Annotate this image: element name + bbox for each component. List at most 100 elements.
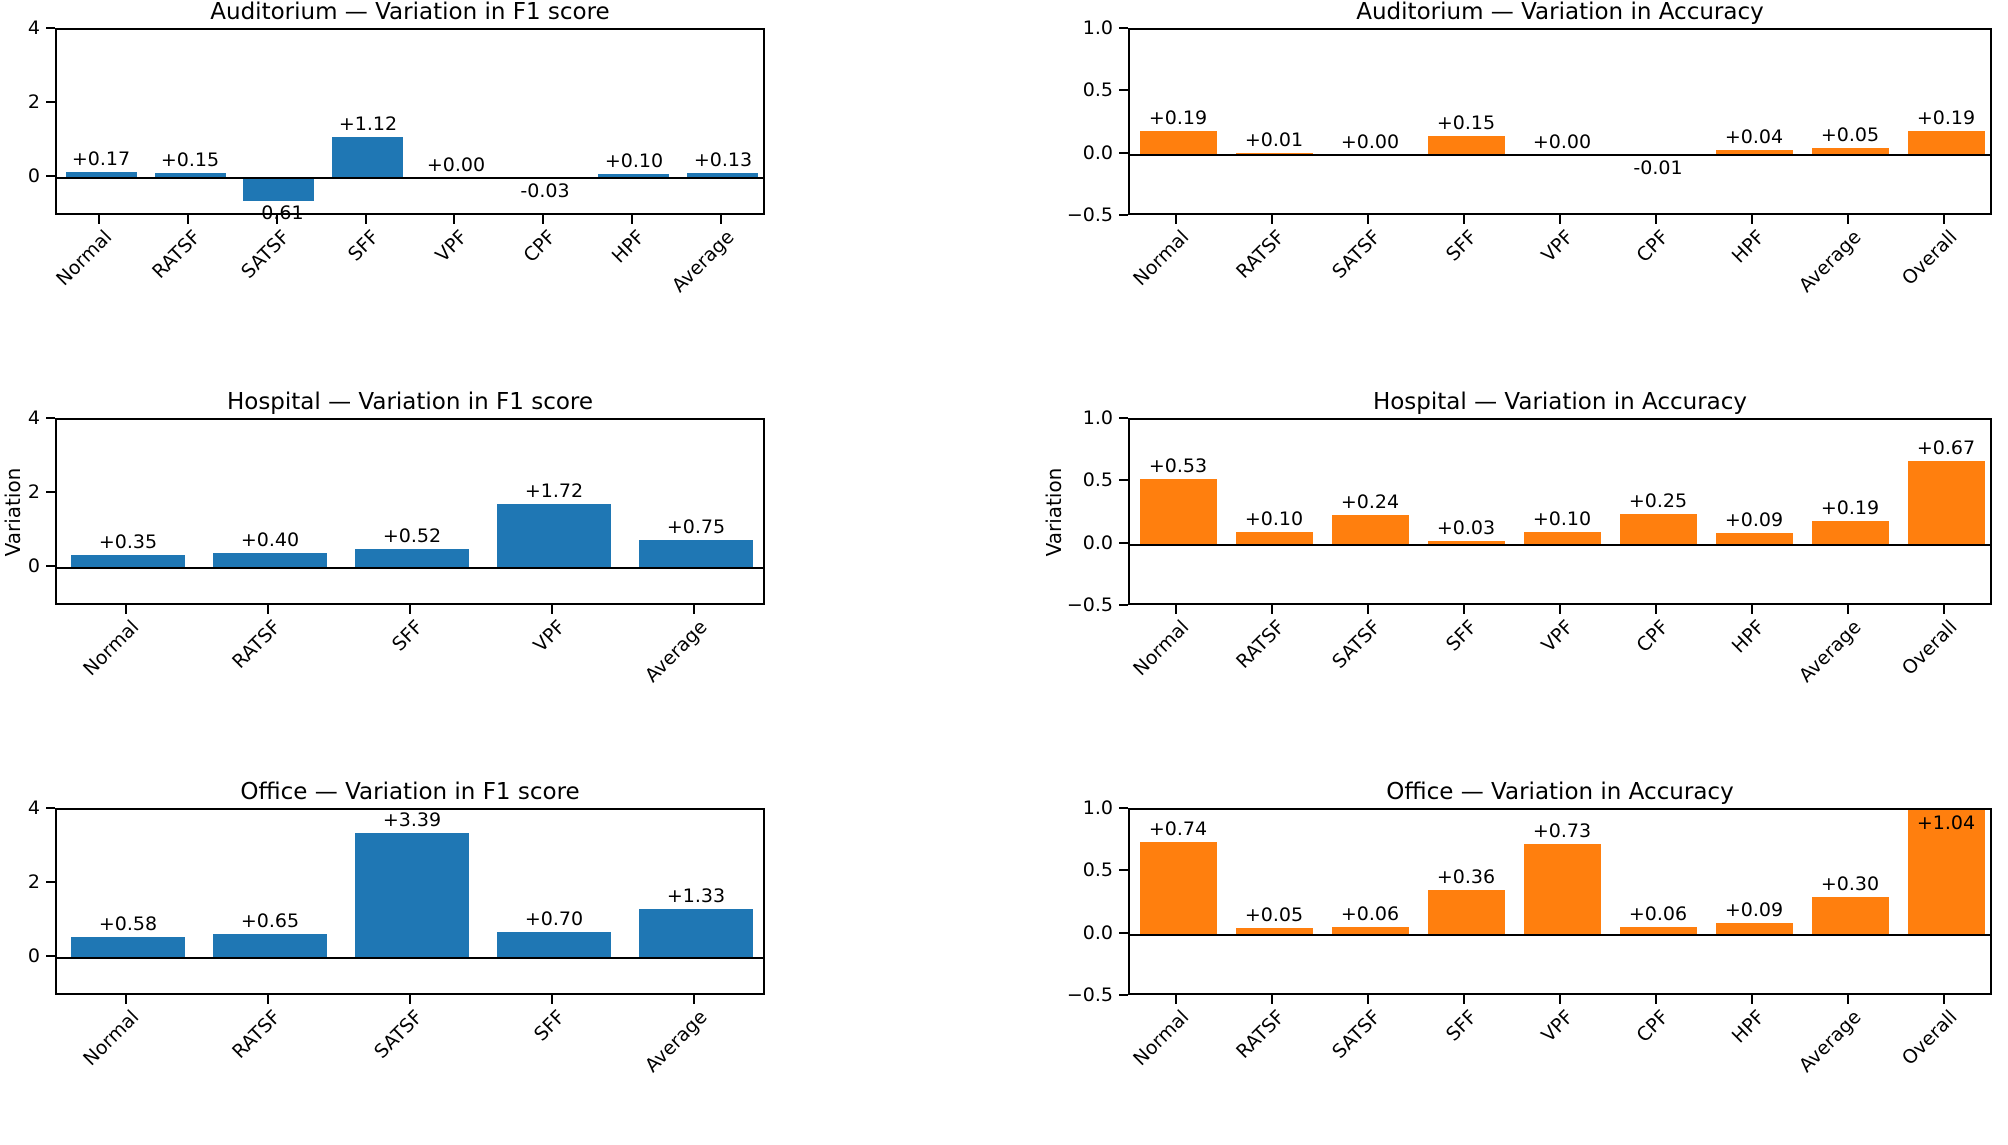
y-tick-mark xyxy=(46,417,55,419)
bar-average xyxy=(639,540,753,568)
x-tick-label-satsf: SATSF xyxy=(1328,616,1386,673)
bar-value-label: +0.00 xyxy=(426,154,486,176)
bar-value-label: +1.33 xyxy=(666,885,726,907)
x-tick-mark xyxy=(98,215,100,224)
y-tick-label: −0.5 xyxy=(1066,594,1113,616)
bar-cpf xyxy=(1620,927,1697,934)
x-tick-mark xyxy=(1175,605,1177,614)
bar-average xyxy=(639,909,753,958)
y-tick-label: 4 xyxy=(27,17,40,39)
chart-panel-hospital-variation-in-accuracy: Hospital — Variation in Accuracy +0.53 +0.… xyxy=(1004,389,2008,755)
x-tick-label-satsf: SATSF xyxy=(237,226,295,283)
y-tick-mark xyxy=(1119,869,1128,871)
bar-value-label: +3.39 xyxy=(382,809,442,831)
x-tick-label-average: Average xyxy=(667,226,739,297)
bar-value-label: +0.09 xyxy=(1724,509,1784,531)
x-tick-mark xyxy=(1943,215,1945,224)
chart-panel-office-variation-in-accuracy: Office — Variation in Accuracy +0.74 +0.05… xyxy=(1004,779,2008,1145)
x-tick-mark xyxy=(720,215,722,224)
y-tick-mark xyxy=(1119,994,1128,996)
y-tick-label: 4 xyxy=(27,797,40,819)
y-tick-mark xyxy=(46,175,55,177)
bar-hpf xyxy=(598,174,669,178)
x-tick-label-ratsf: RATSF xyxy=(228,616,286,673)
x-tick-mark xyxy=(267,605,269,614)
chart-title: Office — Variation in Accuracy xyxy=(1386,779,1734,805)
y-tick-mark xyxy=(1119,542,1128,544)
bar-value-label: +0.10 xyxy=(604,150,664,172)
x-tick-mark xyxy=(1559,215,1561,224)
bar-average xyxy=(687,173,758,178)
bar-value-label: +0.19 xyxy=(1148,107,1208,129)
x-tick-label-vpf: VPF xyxy=(528,616,570,657)
bar-value-label: +0.65 xyxy=(240,910,300,932)
bar-value-label: +0.30 xyxy=(1820,873,1880,895)
bar-cpf xyxy=(1620,514,1697,545)
chart-title: Hospital — Variation in F1 score xyxy=(226,389,594,415)
bar-value-label: +0.05 xyxy=(1820,124,1880,146)
bar-value-label: +0.10 xyxy=(1532,508,1592,530)
bar-value-label: +0.75 xyxy=(666,516,726,538)
y-tick-mark xyxy=(1119,27,1128,29)
y-tick-label: 0 xyxy=(27,165,40,187)
bar-overall xyxy=(1908,810,1985,935)
y-tick-label: 0.5 xyxy=(1082,859,1113,881)
x-tick-label-ratsf: RATSF xyxy=(148,226,206,283)
x-tick-mark xyxy=(1655,605,1657,614)
bar-value-label: +0.01 xyxy=(1244,129,1304,151)
y-tick-mark xyxy=(1119,89,1128,91)
chart-title: Office — Variation in F1 score xyxy=(240,779,580,805)
x-tick-label-average: Average xyxy=(1794,616,1866,687)
chart-title: Hospital — Variation in Accuracy xyxy=(1372,389,1748,415)
x-tick-label-overall: Overall xyxy=(1897,1006,1962,1070)
y-tick-mark xyxy=(1119,152,1128,154)
x-tick-mark xyxy=(365,215,367,224)
bar-sff xyxy=(1428,541,1505,545)
x-tick-mark xyxy=(125,605,127,614)
x-tick-label-normal: Normal xyxy=(1129,616,1194,681)
x-tick-label-sff: SFF xyxy=(530,1006,570,1046)
x-tick-label-sff: SFF xyxy=(1442,616,1482,656)
bar-value-label: +0.15 xyxy=(1436,112,1496,134)
bar-average xyxy=(1812,897,1889,934)
x-tick-label-hpf: HPF xyxy=(608,226,650,268)
x-tick-mark xyxy=(1271,605,1273,614)
x-tick-label-normal: Normal xyxy=(79,616,144,681)
x-tick-mark xyxy=(276,215,278,224)
x-tick-label-sff: SFF xyxy=(344,226,384,266)
chart-title: Auditorium — Variation in Accuracy xyxy=(1356,0,1764,25)
x-tick-mark xyxy=(1655,995,1657,1004)
y-tick-label: 0.0 xyxy=(1082,922,1113,944)
x-tick-mark xyxy=(1463,605,1465,614)
plot-area: +0.17 +0.15 -0.61 +1.12 +0.00 -0.03 +0.10 +0.13 xyxy=(55,28,765,224)
bar-average xyxy=(1812,148,1889,154)
y-axis-label: Variation xyxy=(1,467,25,556)
bar-value-label: +0.06 xyxy=(1340,903,1400,925)
x-tick-label-overall: Overall xyxy=(1897,226,1962,290)
x-tick-label-ratsf: RATSF xyxy=(1232,1006,1290,1063)
x-tick-mark xyxy=(1751,215,1753,224)
x-tick-label-cpf: CPF xyxy=(1632,1006,1674,1047)
bar-value-label: -0.01 xyxy=(1633,157,1683,179)
bar-average xyxy=(1812,521,1889,545)
bar-value-label: +0.13 xyxy=(693,149,753,171)
x-tick-label-cpf: CPF xyxy=(1632,616,1674,657)
bar-sff xyxy=(1428,136,1505,155)
x-tick-label-hpf: HPF xyxy=(1728,1006,1770,1048)
y-tick-label: 2 xyxy=(27,871,40,893)
x-tick-mark xyxy=(1463,995,1465,1004)
bar-normal xyxy=(71,937,185,958)
bar-value-label: +0.53 xyxy=(1148,455,1208,477)
bar-value-label: +0.05 xyxy=(1244,904,1304,926)
x-tick-label-normal: Normal xyxy=(79,1006,144,1071)
y-tick-label: 0.0 xyxy=(1082,142,1113,164)
zero-axis-line xyxy=(1130,154,1990,156)
x-tick-mark xyxy=(1271,215,1273,224)
y-tick-mark xyxy=(1119,604,1128,606)
bar-vpf xyxy=(1524,844,1601,935)
x-tick-mark xyxy=(1847,215,1849,224)
x-tick-mark xyxy=(1847,605,1849,614)
y-tick-mark xyxy=(46,565,55,567)
y-tick-label: 1.0 xyxy=(1082,407,1113,429)
